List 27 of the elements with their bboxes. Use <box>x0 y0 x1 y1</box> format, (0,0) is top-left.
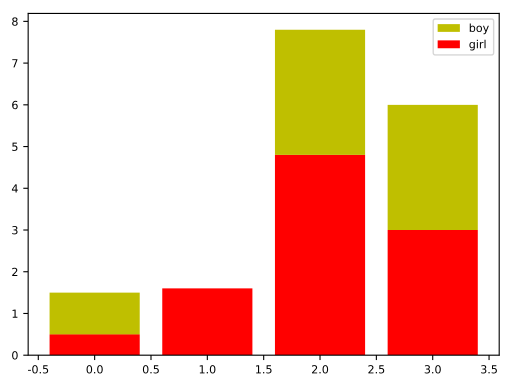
y-tick-label: 7 <box>12 59 18 68</box>
bar <box>388 230 478 356</box>
bar <box>388 104 478 230</box>
x-tick-label: 2.0 <box>312 365 328 374</box>
x-tick-label: 2.5 <box>368 365 384 374</box>
bar <box>274 30 366 155</box>
y-tick-label: 8 <box>12 17 18 26</box>
legend-label: girl <box>469 40 486 50</box>
x-tick-label: 0.0 <box>86 365 103 374</box>
bar <box>162 288 252 356</box>
x-tick-label: 3.5 <box>481 365 497 374</box>
x-tick-label: 1.0 <box>200 365 216 374</box>
y-tick-label: 5 <box>12 142 18 151</box>
y-tick-label: 0 <box>12 351 18 360</box>
bar <box>274 154 366 356</box>
y-tick-label: 3 <box>12 226 18 234</box>
x-tick-label: -0.5 <box>28 365 48 374</box>
y-tick-label: 6 <box>12 100 18 110</box>
x-tick-label: 1.5 <box>256 365 272 374</box>
bar <box>50 292 140 334</box>
x-tick-label: 3.0 <box>424 365 441 374</box>
y-tick-label: 2 <box>12 268 18 276</box>
y-tick-label: 1 <box>12 310 18 318</box>
bar <box>50 334 140 356</box>
y-tick-label: 4 <box>12 184 18 193</box>
x-tick-label: 0.5 <box>142 365 159 374</box>
legend-label: boy <box>470 23 489 34</box>
